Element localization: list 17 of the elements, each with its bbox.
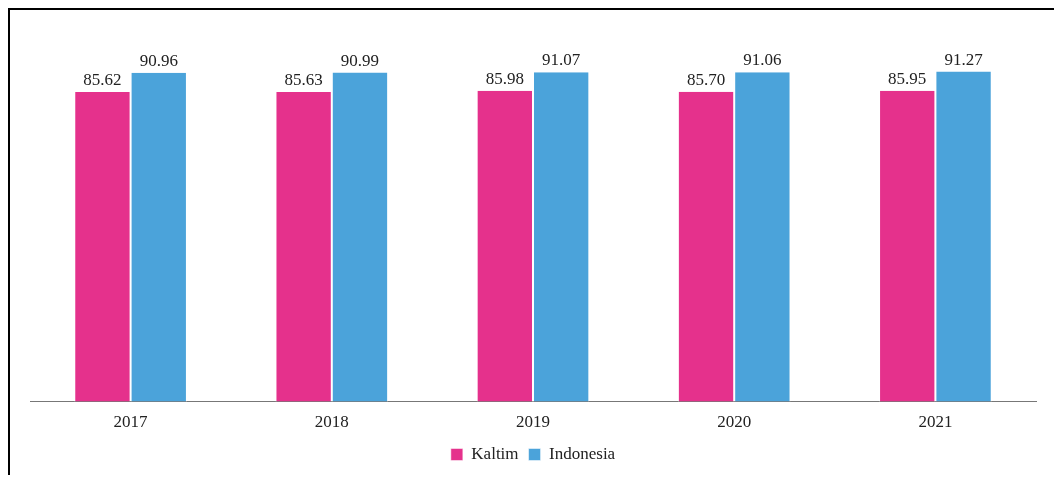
legend-label: Kaltim [471, 443, 519, 463]
x-tick-label: 2019 [516, 412, 550, 432]
x-tick-label: 2018 [314, 412, 349, 432]
data-label: 90.99 [340, 50, 380, 70]
x-tick-label: 2020 [717, 412, 752, 432]
data-label: 85.62 [83, 69, 122, 89]
data-label: 91.07 [542, 50, 581, 70]
data-label: 91.06 [743, 50, 782, 70]
data-label: 90.96 [139, 50, 178, 70]
data-label: 85.70 [686, 69, 726, 89]
data-label: 91.27 [944, 49, 984, 69]
data-label: 85.95 [888, 68, 927, 88]
legend-label: Indonesia [549, 443, 616, 463]
data-label: 85.98 [485, 68, 524, 88]
data-label: 85.63 [284, 69, 323, 89]
x-tick-label: 2017 [113, 412, 149, 432]
x-tick-label: 2021 [918, 412, 953, 432]
